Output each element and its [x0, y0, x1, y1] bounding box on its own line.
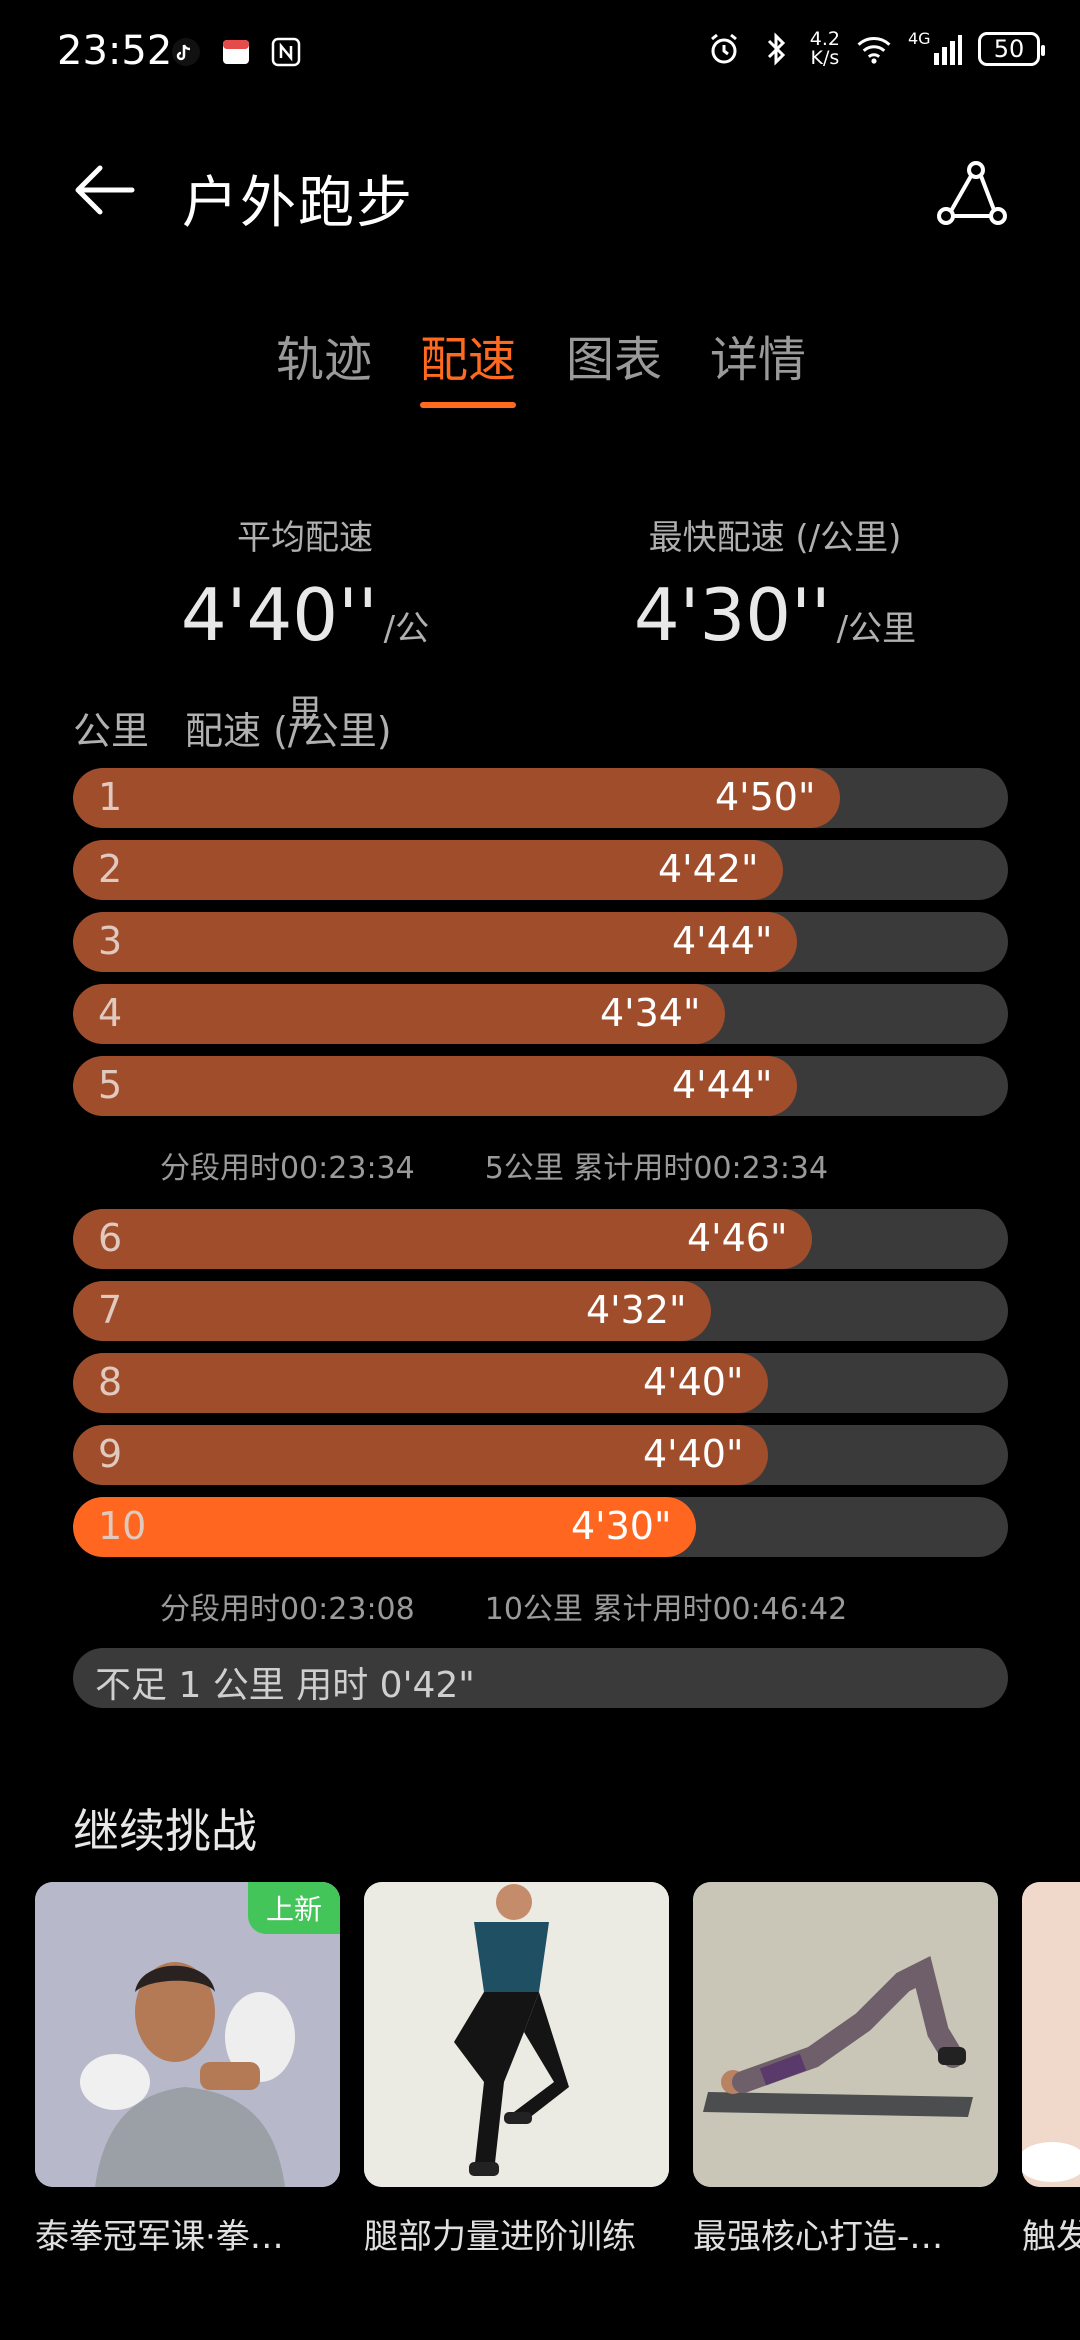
- tiktok-icon: [168, 34, 204, 70]
- pace-value-label: 4'30": [571, 1504, 672, 1548]
- pace-value-label: 4'46": [687, 1216, 788, 1260]
- challenge-card[interactable]: 触发: [1022, 1882, 1080, 2258]
- back-button[interactable]: [70, 160, 140, 220]
- pace-row: 6 4'46": [73, 1209, 1008, 1269]
- card-title: 最强核心打造-…: [693, 2217, 944, 2257]
- pace-km-label: 3: [98, 919, 123, 963]
- pace-bar: [73, 1497, 696, 1557]
- km-column-header: 公里: [73, 709, 150, 753]
- tab-details[interactable]: 详情: [710, 332, 807, 388]
- avg-pace-label: 平均配速: [237, 518, 373, 558]
- fastest-pace-block: 最快配速 (/公里) 4'30''/公里: [630, 510, 920, 657]
- pace-km-label: 5: [98, 1063, 123, 1107]
- pace-km-label: 2: [98, 847, 123, 891]
- pace-km-label: 8: [98, 1360, 123, 1404]
- page-title: 户外跑步: [182, 171, 414, 236]
- split-segment-time: 分段用时00:23:08: [160, 1592, 415, 1627]
- split-cumulative-time: 10公里 累计用时00:46:42: [484, 1592, 848, 1627]
- pace-bar: [73, 1056, 797, 1116]
- card-title: 腿部力量进阶训练: [364, 2217, 636, 2257]
- pace-value-label: 4'42": [658, 847, 759, 891]
- fastest-pace-value: 4'30'': [633, 573, 831, 657]
- split-summary-1: 分段用时00:23:34 5公里 累计用时00:23:34: [160, 1143, 898, 1187]
- pace-bar: [73, 1353, 768, 1413]
- pace-km-label: 1: [98, 775, 123, 819]
- pace-km-label: 6: [98, 1216, 123, 1260]
- split-cumulative-time: 5公里 累计用时00:23:34: [484, 1151, 829, 1186]
- challenge-card[interactable]: 最强核心打造-…: [693, 1882, 998, 2258]
- pace-km-label: 7: [98, 1288, 123, 1332]
- fastest-pace-unit: /公里: [836, 609, 917, 649]
- pace-row: 2 4'42": [73, 840, 1008, 900]
- pace-row: 4 4'34": [73, 984, 1008, 1044]
- challenge-card[interactable]: 上新 泰拳冠军课·拳…: [35, 1882, 340, 2258]
- split-segment-time: 分段用时00:23:34: [160, 1151, 415, 1186]
- status-time: 23:52: [57, 28, 173, 74]
- pace-row: 10 4'30": [73, 1497, 1008, 1557]
- pace-value-label: 4'44": [672, 1063, 773, 1107]
- remainder-text: 不足 1 公里 用时 0'42": [95, 1665, 475, 1706]
- pace-km-label: 10: [98, 1504, 147, 1548]
- challenge-card-list: 上新 泰拳冠军课·拳… 腿部力量进阶训练: [35, 1882, 1080, 2322]
- pace-row: 3 4'44": [73, 912, 1008, 972]
- tab-pace[interactable]: 配速: [420, 332, 517, 388]
- pace-km-label: 9: [98, 1432, 123, 1476]
- tab-underline: [420, 402, 516, 408]
- pace-row: 7 4'32": [73, 1281, 1008, 1341]
- share-button[interactable]: [936, 160, 1008, 228]
- card-image: 上新: [35, 1882, 340, 2187]
- pace-row: 8 4'40": [73, 1353, 1008, 1413]
- avg-pace-value: 4'40'': [180, 573, 378, 657]
- bluetooth-icon: [758, 31, 794, 67]
- wifi-icon: [856, 31, 892, 67]
- pace-bar: [73, 912, 797, 972]
- pace-value-label: 4'32": [586, 1288, 687, 1332]
- fastest-pace-label: 最快配速 (/公里): [648, 518, 902, 558]
- pace-summary: 平均配速 4'40''/公里 最快配速 (/公里) 4'30''/公里: [0, 510, 1080, 733]
- arrow-left-icon: [75, 165, 135, 215]
- remainder-row: 不足 1 公里 用时 0'42": [73, 1648, 1008, 1708]
- new-badge: 上新: [247, 1882, 340, 1934]
- pace-table-header: 公里 配速 (/公里): [73, 700, 428, 755]
- tab-track[interactable]: 轨迹: [276, 332, 373, 388]
- tab-chart[interactable]: 图表: [566, 332, 663, 388]
- pace-row: 5 4'44": [73, 1056, 1008, 1116]
- card-image: [693, 1882, 998, 2187]
- pace-value-label: 4'40": [643, 1432, 744, 1476]
- pace-bar: [73, 1281, 711, 1341]
- card-title: 泰拳冠军课·拳…: [35, 2217, 284, 2257]
- tab-bar: 轨迹 配速 图表 详情: [0, 320, 1080, 410]
- split-summary-2: 分段用时00:23:08 10公里 累计用时00:46:42: [160, 1584, 917, 1628]
- card-image: [1022, 1882, 1080, 2187]
- share-icon: [937, 161, 1007, 225]
- pace-row: 9 4'40": [73, 1425, 1008, 1485]
- pace-row: 1 4'50": [73, 768, 1008, 828]
- pace-value-label: 4'50": [715, 775, 816, 819]
- alarm-icon: [706, 31, 742, 67]
- avg-pace-block: 平均配速 4'40''/公里: [170, 510, 440, 741]
- status-bar: 23:52 4.2 K/s 4G 50: [0, 0, 1080, 105]
- app-header: 户外跑步: [0, 140, 1080, 240]
- challenge-card[interactable]: 腿部力量进阶训练: [364, 1882, 669, 2258]
- pace-bar: [73, 840, 783, 900]
- pace-bar: [73, 1425, 768, 1485]
- signal-icon: 4G: [908, 29, 962, 67]
- calendar-icon: [218, 34, 254, 70]
- card-title: 触发: [1022, 2217, 1080, 2257]
- card-image: [364, 1882, 669, 2187]
- avg-pace-unit: /公里: [288, 609, 430, 733]
- network-speed: 4.2 K/s: [809, 28, 840, 69]
- pace-value-label: 4'40": [643, 1360, 744, 1404]
- nfc-icon: [268, 34, 304, 70]
- pace-value-label: 4'34": [600, 991, 701, 1035]
- battery-indicator: 50: [978, 32, 1045, 66]
- pace-km-label: 4: [98, 991, 123, 1035]
- pace-bar: [73, 1209, 812, 1269]
- pace-bar: [73, 984, 725, 1044]
- pace-bar: [73, 768, 840, 828]
- pace-value-label: 4'44": [672, 919, 773, 963]
- pace-column-header: 配速 (/公里): [185, 709, 392, 753]
- section-title-challenge: 继续挑战: [73, 1804, 257, 1858]
